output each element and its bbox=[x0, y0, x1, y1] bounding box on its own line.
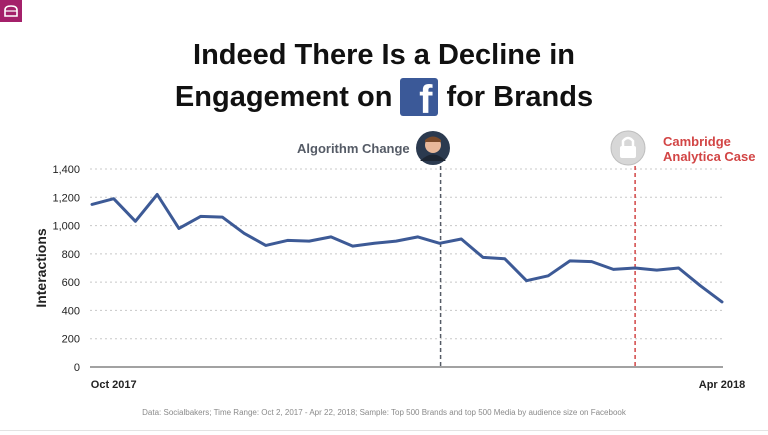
y-tick-label: 0 bbox=[74, 362, 80, 374]
data-point bbox=[633, 266, 637, 270]
data-point bbox=[612, 268, 615, 271]
cake-icon bbox=[0, 0, 22, 22]
data-point bbox=[525, 279, 528, 282]
y-tick-label: 600 bbox=[62, 277, 80, 289]
data-point bbox=[481, 256, 485, 259]
data-point bbox=[177, 227, 181, 230]
source-note: Data: Socialbakers; Time Range: Oct 2, 2… bbox=[142, 408, 626, 417]
y-tick-label: 200 bbox=[62, 334, 80, 346]
data-point bbox=[394, 239, 398, 243]
event-markers bbox=[439, 166, 636, 367]
data-point bbox=[720, 300, 724, 304]
data-point bbox=[90, 203, 94, 206]
divider bbox=[0, 430, 768, 431]
data-point bbox=[460, 237, 463, 241]
facebook-logo: f bbox=[400, 78, 439, 120]
event-icons bbox=[416, 130, 646, 166]
data-point bbox=[155, 193, 159, 196]
chart-title: Indeed There Is a Decline in Engagement … bbox=[0, 34, 768, 120]
y-tick-label: 400 bbox=[62, 305, 80, 317]
title-line-2-left: Engagement on bbox=[174, 81, 393, 113]
data-point bbox=[329, 235, 333, 239]
data-point bbox=[112, 197, 115, 200]
data-point bbox=[286, 239, 289, 242]
title-line-2-right: for Brands bbox=[446, 81, 594, 113]
cambridge-label-line-1: Cambridge bbox=[663, 134, 731, 149]
data-point bbox=[655, 268, 659, 272]
x-axis: Oct 2017 Apr 2018 bbox=[91, 379, 745, 391]
data-point bbox=[134, 220, 137, 223]
series-line bbox=[90, 193, 724, 304]
data-point bbox=[547, 274, 550, 277]
data-point bbox=[242, 232, 246, 235]
data-point bbox=[308, 239, 311, 243]
data-point bbox=[699, 284, 702, 287]
y-tick-label: 800 bbox=[62, 249, 80, 261]
title-line-2: Engagement on f for Brands bbox=[0, 76, 768, 120]
cambridge-label-line-2: Analytica Case bbox=[663, 149, 756, 164]
data-point bbox=[438, 242, 441, 245]
data-point bbox=[568, 259, 572, 263]
y-tick-label: 1,400 bbox=[52, 164, 80, 176]
line-chart: 0 200 400 600 800 1,000 1,200 1,400 Oct 2017 Apr… bbox=[33, 130, 745, 391]
data-point bbox=[221, 215, 224, 219]
y-tick-label: 1,200 bbox=[52, 192, 80, 204]
x-tick-label: Oct 2017 bbox=[91, 379, 137, 391]
data-point bbox=[199, 215, 202, 218]
data-point bbox=[677, 266, 680, 270]
algorithm-change-label: Algorithm Change bbox=[297, 141, 410, 156]
data-point bbox=[503, 257, 506, 261]
x-tick-label: Apr 2018 bbox=[699, 379, 745, 391]
padlock-icon bbox=[610, 130, 646, 166]
data-point bbox=[416, 235, 420, 239]
title-line-1: Indeed There Is a Decline in bbox=[193, 39, 575, 71]
y-axis: 0 200 400 600 800 1,000 1,200 1,400 bbox=[52, 164, 80, 374]
grid-lines bbox=[90, 168, 723, 368]
person-avatar bbox=[416, 131, 450, 165]
data-point bbox=[373, 242, 376, 245]
series-layer bbox=[90, 193, 724, 304]
data-point bbox=[590, 260, 593, 263]
data-point bbox=[264, 244, 267, 247]
y-axis-title: Interactions bbox=[33, 228, 49, 308]
data-point bbox=[351, 244, 354, 248]
cambridge-analytica-label: Cambridge Analytica Case bbox=[663, 134, 756, 164]
y-tick-label: 1,000 bbox=[52, 221, 80, 233]
